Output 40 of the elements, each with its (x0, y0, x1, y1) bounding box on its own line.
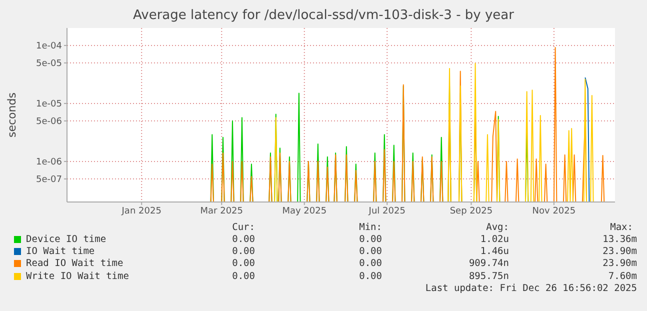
legend-label: Write IO Wait time (26, 270, 129, 282)
y-tick-label: 5e-06 (36, 117, 62, 128)
x-tick-label: Nov 2025 (532, 206, 576, 216)
x-tick-label: Jul 2025 (368, 206, 406, 216)
text: 0.00 (359, 258, 382, 270)
x-tick-label: Mar 2025 (200, 206, 244, 216)
text: 1.02u (480, 234, 509, 245)
text: 0.00 (232, 270, 255, 282)
y-tick-label: 5e-07 (36, 175, 62, 186)
text: 7.60m (608, 270, 637, 282)
text: 0.00 (359, 246, 382, 258)
text: 23.90m (602, 258, 637, 270)
x-tick-label: Sep 2025 (450, 206, 493, 216)
text: 23.90m (602, 246, 637, 258)
text: Max: (610, 222, 633, 233)
text: 0.00 (359, 270, 382, 282)
y-tick-label: 1e-06 (36, 158, 62, 168)
text: Avg: (486, 222, 509, 233)
text: 0.00 (359, 234, 382, 245)
text: Last update: Fri Dec 26 16:56:02 2025 (425, 282, 637, 294)
text: 895.75n (468, 270, 509, 282)
legend-label: Device IO time (26, 234, 106, 245)
text: 909.74n (468, 258, 509, 270)
y-tick-label: 1e-05 (36, 100, 62, 110)
line-series (274, 62, 594, 202)
y-tick-label: 5e-05 (36, 59, 62, 70)
text: 13.36m (602, 234, 637, 245)
text: 0.00 (232, 258, 255, 270)
chart-title: Average latency for /dev/local-ssd/vm-103-disk-3 - by year (132, 8, 515, 23)
text: Cur: (232, 222, 255, 233)
y-axis-title: seconds (6, 92, 18, 138)
legend-label: Read IO Wait time (26, 258, 124, 270)
text: Min: (359, 222, 382, 233)
text: 1.46u (480, 246, 509, 258)
legend-label: IO Wait time (26, 246, 95, 258)
x-tick-label: May 2025 (282, 206, 327, 216)
text: 0.00 (232, 246, 255, 258)
y-tick-label: 1e-04 (36, 42, 62, 52)
text: 0.00 (232, 234, 255, 245)
x-tick-label: Jan 2025 (120, 206, 162, 216)
